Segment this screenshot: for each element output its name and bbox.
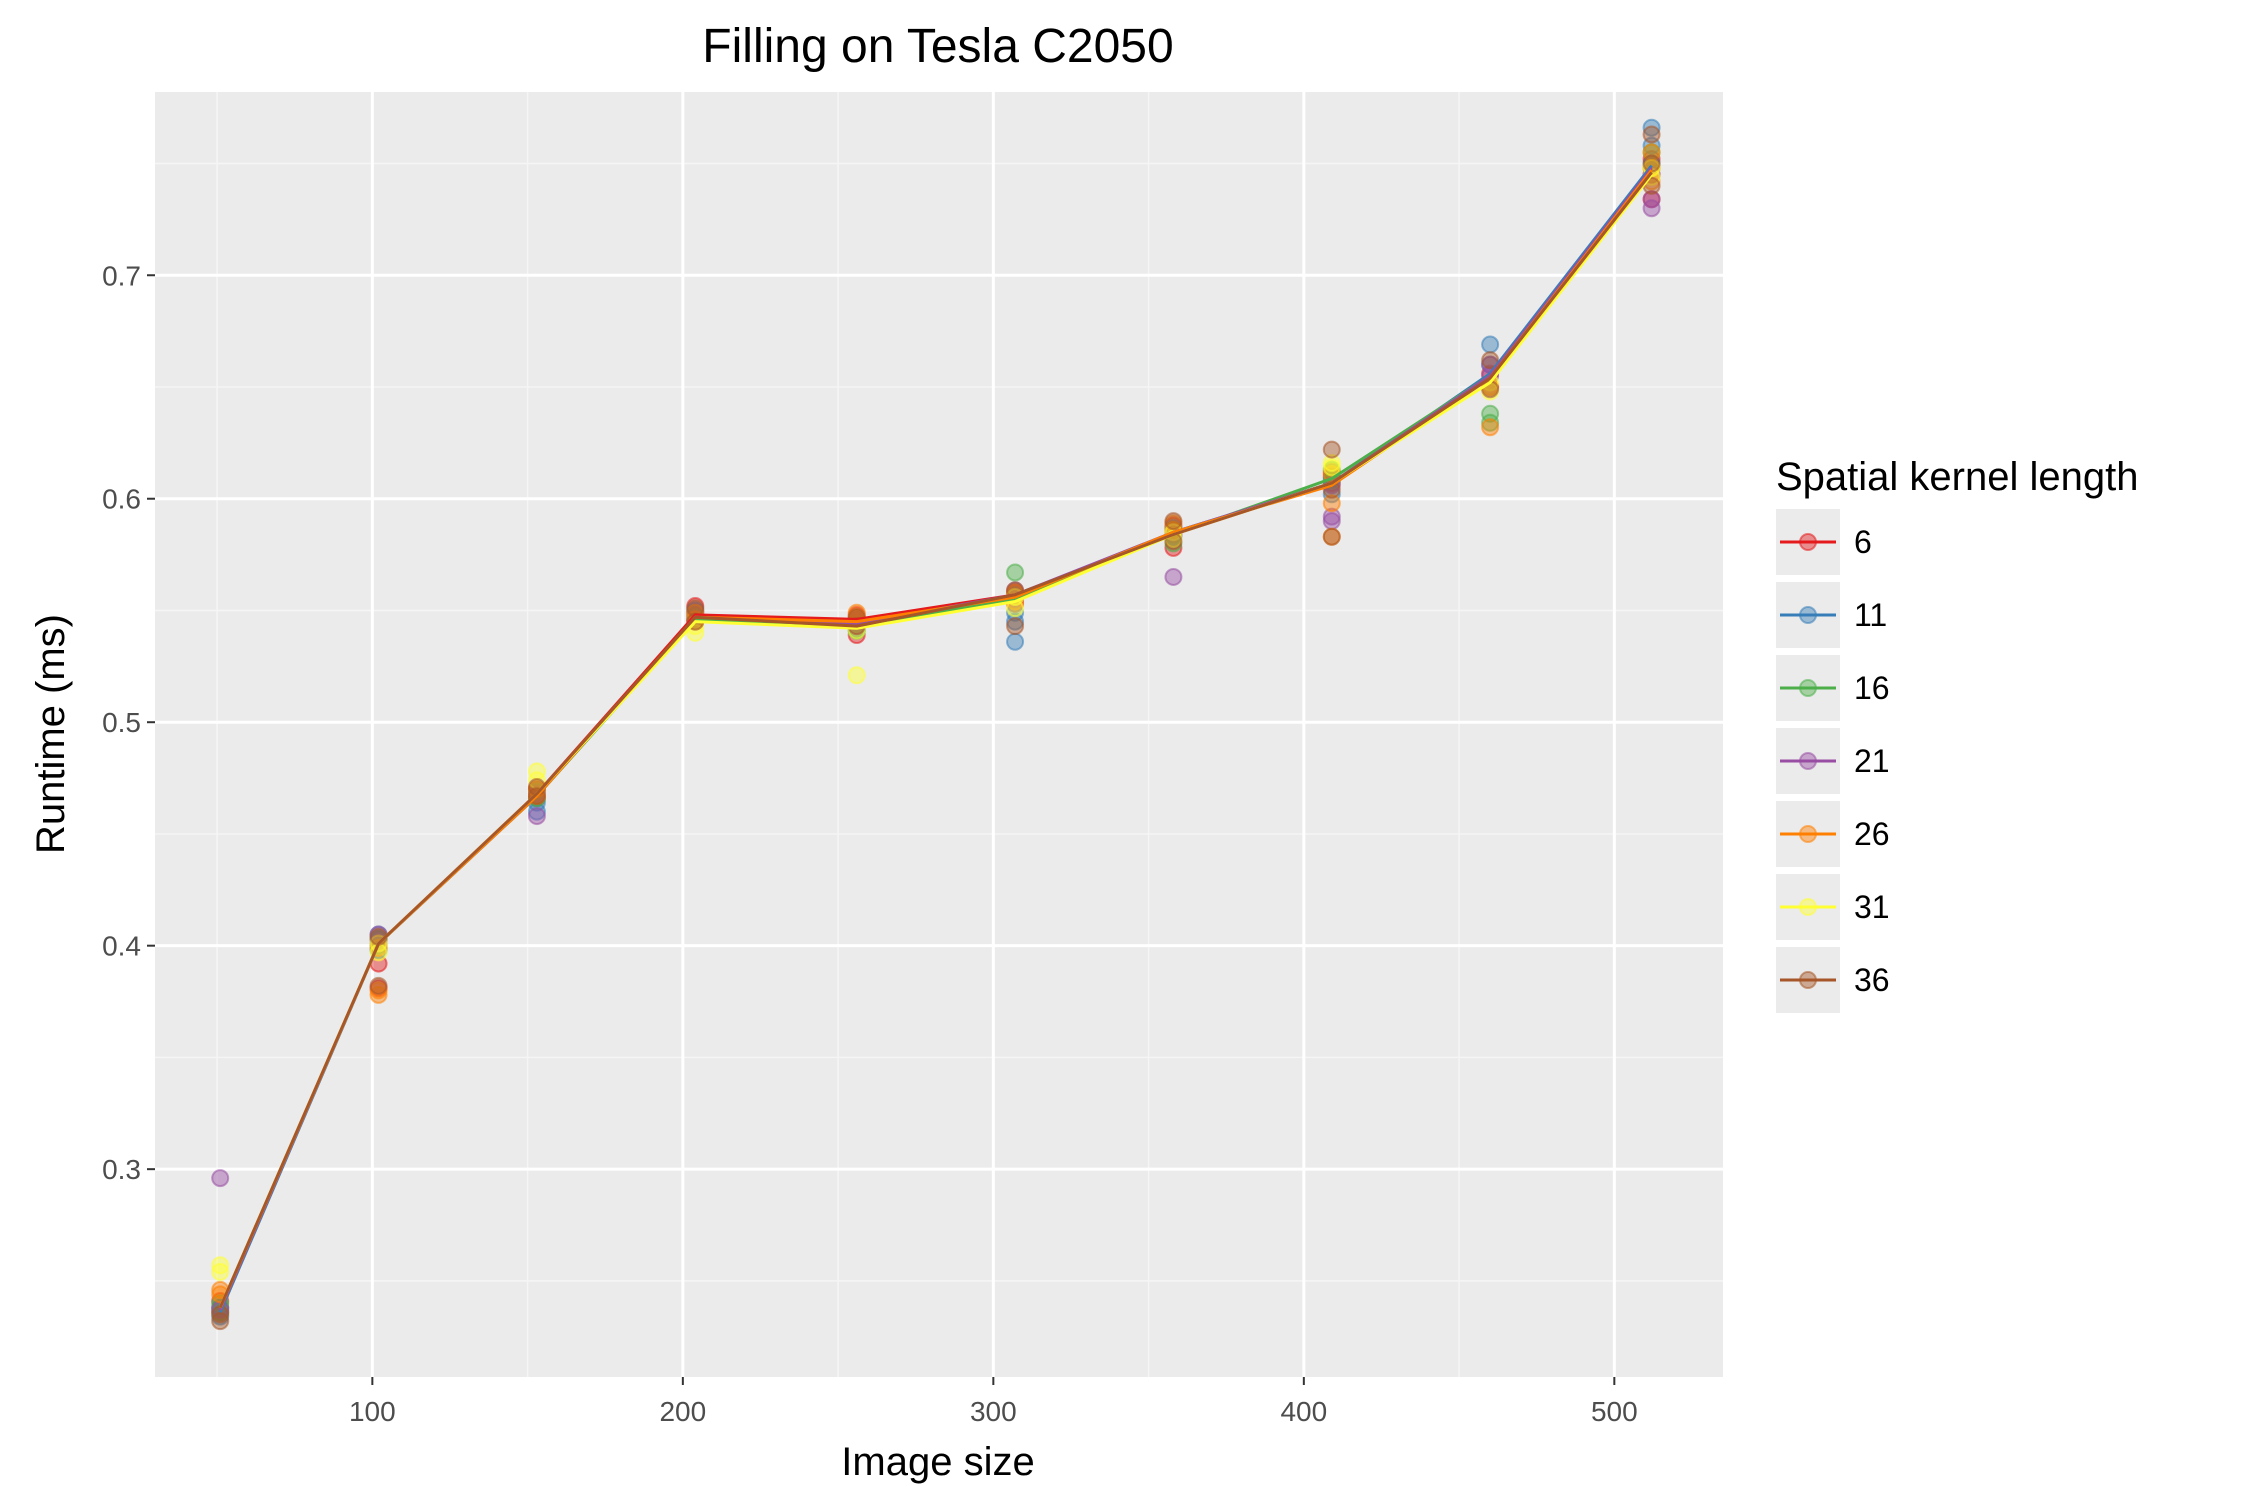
plot-panel — [155, 92, 1723, 1377]
data-point-21 — [527, 807, 546, 826]
data-point-16 — [1481, 413, 1500, 432]
y-tick-label: 0.7 — [102, 260, 141, 291]
y-axis-title: Runtime (ms) — [29, 614, 73, 854]
legend: Spatial kernel length 6 11 16 21 26 31 36 — [1776, 455, 2138, 1013]
data-point-31 — [1322, 458, 1341, 477]
legend-label-6: 6 — [1854, 524, 1872, 560]
legend-items: 6 11 16 21 26 31 36 — [1776, 509, 1890, 1013]
data-point-31 — [1322, 453, 1341, 472]
data-point-36 — [1322, 527, 1341, 546]
data-point-26 — [1322, 494, 1341, 513]
legend-key-point — [1799, 606, 1817, 624]
legend-key-point — [1799, 533, 1817, 551]
axes: 100 200 300 400 500 0.3 0.4 0.5 0.6 0.7 — [102, 260, 1638, 1427]
data-point-36 — [211, 1312, 230, 1331]
y-tick-label: 0.6 — [102, 484, 141, 515]
chart-title: Filling on Tesla C2050 — [702, 20, 1173, 73]
data-point-26 — [369, 981, 388, 1000]
data-point-31 — [211, 1256, 230, 1275]
data-point-21 — [1164, 567, 1183, 586]
data-point-31 — [211, 1262, 230, 1281]
legend-label-31: 31 — [1854, 889, 1890, 925]
legend-key-point — [1799, 898, 1817, 916]
data-point-26 — [1481, 418, 1500, 437]
legend-key-point — [1799, 752, 1817, 770]
data-point-36 — [1322, 440, 1341, 459]
legend-label-36: 36 — [1854, 962, 1890, 998]
x-tick-label: 400 — [1280, 1396, 1327, 1427]
series-line-36 — [218, 171, 1653, 1309]
data-point-36 — [369, 976, 388, 995]
grid-lines — [155, 92, 1723, 1377]
legend-label-11: 11 — [1854, 597, 1887, 633]
legend-label-21: 21 — [1854, 743, 1890, 779]
data-point-21 — [211, 1169, 230, 1188]
data-point-36 — [1006, 617, 1025, 636]
data-point-31 — [847, 666, 866, 685]
data-point-36 — [1642, 125, 1661, 144]
x-axis-title: Image size — [841, 1440, 1034, 1484]
x-tick-label: 100 — [349, 1396, 396, 1427]
legend-key-point — [1799, 825, 1817, 843]
data-point-21 — [1322, 507, 1341, 526]
series-lines — [218, 164, 1653, 1313]
data-point-21 — [1642, 190, 1661, 209]
x-tick-label: 500 — [1591, 1396, 1638, 1427]
x-tick-label: 300 — [970, 1396, 1017, 1427]
y-tick-label: 0.3 — [102, 1154, 141, 1185]
data-point-16 — [1006, 563, 1025, 582]
data-point-36 — [1481, 351, 1500, 370]
legend-label-26: 26 — [1854, 816, 1890, 852]
data-point-11 — [1481, 335, 1500, 354]
data-point-36 — [1164, 512, 1183, 531]
y-tick-label: 0.5 — [102, 707, 141, 738]
legend-title: Spatial kernel length — [1776, 455, 2138, 499]
x-tick-label: 200 — [659, 1396, 706, 1427]
legend-key-point — [1799, 679, 1817, 697]
data-point-11 — [1642, 118, 1661, 137]
legend-label-16: 16 — [1854, 670, 1890, 706]
legend-key-point — [1799, 971, 1817, 989]
data-point-11 — [1006, 632, 1025, 651]
y-tick-label: 0.4 — [102, 931, 141, 962]
